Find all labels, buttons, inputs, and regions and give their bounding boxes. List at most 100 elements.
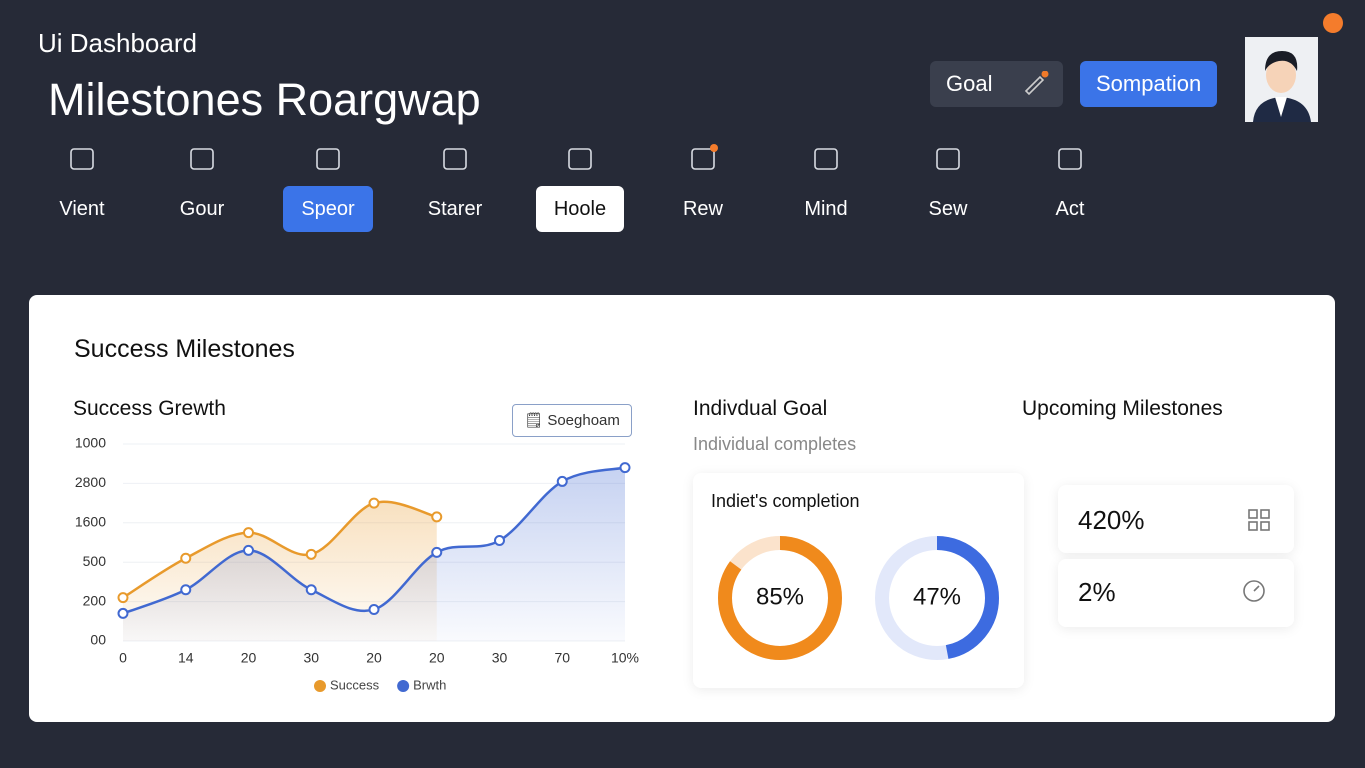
point	[368, 497, 380, 509]
panel: Success Milestones Success Grewth 🗒 Soeg…	[29, 295, 1335, 722]
milestone-value: 2%	[1078, 577, 1116, 607]
point	[305, 584, 317, 596]
nav-item[interactable]: Gour	[152, 140, 252, 232]
nav-label: Vient	[59, 198, 105, 220]
nav-item[interactable]: Starer	[405, 140, 505, 232]
x-tick-label: 20	[241, 650, 257, 666]
y-tick-label: 00	[90, 632, 106, 648]
icon-shape	[936, 148, 960, 170]
goal-title: Indivdual Goal	[693, 397, 828, 420]
notification-dot	[1323, 13, 1343, 33]
ring-arc	[718, 536, 842, 660]
nav-item[interactable]: Rew	[653, 140, 753, 232]
icon-shape	[814, 148, 838, 170]
app-name: Ui Dashboard	[38, 28, 197, 58]
sompation-button[interactable]: Sompation	[1080, 61, 1217, 107]
y-tick-label: 1000	[75, 435, 106, 451]
goal-button[interactable]: Goal	[930, 61, 1063, 107]
nav-icon	[568, 148, 592, 170]
y-tick-label: 1600	[75, 514, 106, 530]
x-tick-label: 0	[119, 650, 127, 666]
rings: 85% 47%	[718, 536, 999, 660]
point	[117, 607, 129, 619]
icon-shape	[316, 148, 340, 170]
nav-icon	[70, 148, 94, 170]
nav-label: Mind	[804, 198, 848, 220]
card-title: Indiet's completion	[711, 491, 860, 511]
button-label: Soeghoam	[547, 412, 620, 429]
point	[368, 603, 380, 615]
nav-item[interactable]: Sew	[898, 140, 998, 232]
ring-label: 85%	[756, 583, 804, 610]
y-tick-label: 2800	[75, 474, 106, 490]
nav-label: Gour	[179, 198, 225, 220]
icon-shape	[568, 148, 592, 170]
area	[123, 467, 625, 641]
nav-item[interactable]: Hoole	[530, 140, 630, 232]
chart-title: Success Grewth	[73, 397, 226, 420]
nav-icon	[1058, 148, 1082, 170]
icon-shape	[691, 148, 715, 170]
icon-shape	[443, 148, 467, 170]
point	[243, 544, 254, 556]
ring-arc	[875, 536, 999, 660]
nav-icon	[814, 148, 838, 170]
x-tick-label: 20	[366, 650, 382, 666]
y-tick-label: 500	[83, 553, 107, 569]
nav-item[interactable]: Vient	[32, 140, 132, 232]
nav-label: Act	[1055, 198, 1085, 220]
milestone-card: 2%	[1058, 559, 1294, 627]
legend-label: Brwth	[413, 677, 446, 692]
chart: 00 200 500 1600 2800 1000 0 14 20 30 20 20 30 70 10% Su…	[75, 435, 639, 693]
point	[180, 584, 192, 596]
point	[494, 535, 505, 547]
point	[619, 462, 631, 474]
milestone-value: 420%	[1078, 505, 1145, 535]
x-tick-label: 20	[429, 650, 445, 666]
x-tick-label: 30	[303, 650, 319, 666]
button-label: Goal	[946, 71, 993, 96]
badge	[710, 144, 718, 152]
goal-card: Indiet's completion 85% 47%	[693, 473, 1024, 688]
nav-icon	[316, 148, 340, 170]
legend-label: Success	[330, 677, 380, 692]
nav-icon	[936, 148, 960, 170]
upcoming-title: Upcoming Milestones	[1022, 397, 1223, 420]
point	[117, 592, 129, 604]
icon-shape	[70, 148, 94, 170]
grid-icon	[1248, 509, 1270, 531]
nav-label: Hoole	[535, 186, 625, 232]
legend-swatch	[397, 680, 410, 692]
x-tick-label: 14	[178, 650, 194, 666]
ring-label: 47%	[913, 583, 961, 610]
icon-shape	[1058, 148, 1082, 170]
nav-label: Sew	[928, 198, 968, 220]
goal-subtitle: Individual completes	[693, 434, 857, 454]
x-tick-label: 30	[492, 650, 508, 666]
point	[431, 511, 443, 523]
nav-icon	[691, 144, 718, 170]
panel-title: Success Milestones	[74, 335, 295, 363]
point	[243, 527, 254, 539]
button-label: Sompation	[1096, 71, 1202, 96]
avatar[interactable]	[1245, 37, 1318, 122]
x-tick-label: 10%	[611, 650, 639, 666]
nav-item[interactable]: Act	[1020, 140, 1120, 232]
page-title: Milestones Roargwap	[48, 74, 481, 125]
nav-label: Starer	[427, 198, 483, 220]
point	[556, 475, 568, 487]
point	[431, 546, 443, 558]
nav-label: Speor	[283, 186, 373, 232]
x-tick-label: 70	[554, 650, 570, 666]
point	[180, 552, 192, 564]
nav-item[interactable]: Mind	[776, 140, 876, 232]
y-tick-label: 200	[83, 592, 107, 608]
gauge-icon	[1243, 580, 1265, 602]
nav-icon	[443, 148, 467, 170]
nav-icon	[190, 148, 214, 170]
icon-shape	[190, 148, 214, 170]
nav-item[interactable]: Speor	[278, 140, 378, 232]
chart-button[interactable]: 🗒 Soeghoam	[512, 404, 632, 437]
edit-icon	[1024, 71, 1049, 96]
